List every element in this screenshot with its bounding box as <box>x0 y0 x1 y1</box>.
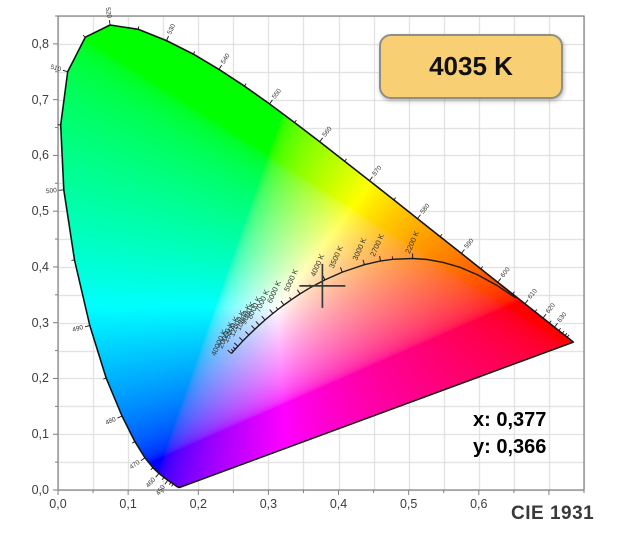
svg-text:460: 460 <box>145 476 158 489</box>
svg-text:540: 540 <box>220 52 232 65</box>
svg-text:570: 570 <box>371 164 383 177</box>
measurement-crosshair <box>299 263 346 308</box>
svg-text:630: 630 <box>556 311 568 324</box>
x-axis-tick-label: 0,3 <box>259 497 278 511</box>
svg-text:4000 K: 4000 K <box>308 253 326 278</box>
svg-text:2700 K: 2700 K <box>368 232 386 257</box>
svg-text:450: 450 <box>155 484 167 497</box>
readout-y: y: 0,366 <box>473 436 547 458</box>
svg-text:530: 530 <box>166 23 177 36</box>
y-axis-tick-label: 0,4 <box>31 259 49 274</box>
svg-text:490: 490 <box>72 324 85 334</box>
x-axis-tick-label: 0,1 <box>119 497 137 511</box>
svg-text:3500 K: 3500 K <box>327 244 345 269</box>
y-axis-tick-label: 0,7 <box>31 92 49 107</box>
svg-text:5000 K: 5000 K <box>282 268 300 293</box>
x-axis-tick-label: 0,5 <box>399 497 418 511</box>
diagram-standard-label: CIE 1931 <box>511 503 595 524</box>
svg-text:510: 510 <box>50 64 63 74</box>
y-axis-tick-label: 0,8 <box>31 36 49 51</box>
y-axis-tick-label: 0,0 <box>31 483 49 497</box>
svg-text:470: 470 <box>128 459 141 471</box>
svg-text:580: 580 <box>419 202 431 215</box>
svg-text:520: 520 <box>104 7 113 19</box>
axis-tick-marks <box>53 15 585 495</box>
x-axis-tick-label: 0,0 <box>49 497 67 511</box>
svg-text:610: 610 <box>527 287 539 300</box>
y-axis-tick-label: 0,2 <box>31 371 49 386</box>
svg-text:480: 480 <box>104 416 117 427</box>
x-axis-tick-label: 0,6 <box>470 497 488 511</box>
cct-badge: 4035 K <box>379 34 563 99</box>
readout-x: x: 0,377 <box>473 409 547 431</box>
y-axis-tick-label: 0,1 <box>31 427 49 442</box>
svg-text:600: 600 <box>500 266 512 279</box>
y-axis-tick-label: 0,6 <box>31 148 49 163</box>
x-axis-tick-label: 0,2 <box>189 497 207 511</box>
spectral-locus-outline <box>59 24 575 489</box>
planckian-locus <box>230 257 517 354</box>
xy-readout: x: 0,377 y: 0,366 <box>473 407 546 461</box>
y-axis-tick-label: 0,3 <box>31 315 49 330</box>
x-axis-tick-label: 0,4 <box>329 497 348 511</box>
cct-badge-label: 4035 K <box>429 51 513 81</box>
svg-text:590: 590 <box>463 237 475 250</box>
svg-text:500: 500 <box>46 187 58 195</box>
plot-border <box>57 15 585 491</box>
svg-text:550: 550 <box>271 87 283 100</box>
svg-text:3000 K: 3000 K <box>351 236 369 261</box>
svg-text:620: 620 <box>545 302 557 315</box>
svg-text:560: 560 <box>321 125 333 138</box>
svg-text:2200 K: 2200 K <box>403 230 421 255</box>
y-axis-tick-label: 0,5 <box>31 204 49 219</box>
